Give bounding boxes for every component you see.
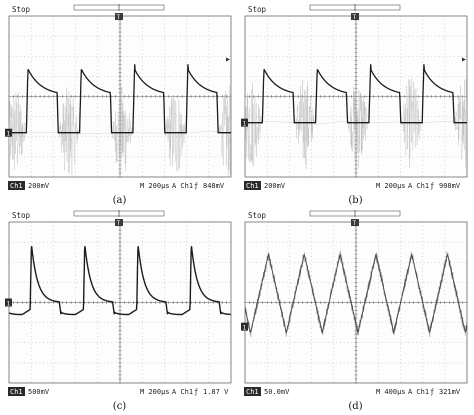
trigger-marker-letter: T [353, 14, 357, 21]
panel-label-c: (c) [112, 401, 127, 412]
svg-text:Ch1: Ch1 [10, 182, 23, 190]
trigger-source-text: A Ch1 [408, 182, 429, 190]
trigger-level-arrow [462, 57, 466, 62]
channel-badge: Ch1 [244, 181, 261, 190]
noise-burst-trace [8, 85, 232, 178]
timebase-text: M 200µs [140, 182, 170, 190]
noise-burst-group [8, 85, 232, 178]
signal-trace [244, 252, 468, 335]
trigger-marker-box [115, 219, 123, 226]
volts-div-text: 200mV [264, 182, 286, 190]
trigger-position-marker: T [115, 219, 123, 227]
ground-marker: 1 [5, 298, 12, 308]
trigger-source-text: A Ch1 [172, 182, 193, 190]
timebase-text: M 400µs [376, 388, 406, 396]
trigger-marker-box [351, 219, 359, 226]
status-text: Stop [248, 211, 267, 220]
channel-badge: Ch1 [8, 181, 25, 190]
graticule [8, 221, 232, 384]
trigger-slope-text: ƒ [430, 182, 434, 190]
trigger-marker-letter: T [117, 14, 121, 21]
signal-trace [245, 64, 467, 124]
volts-div-text: 200mV [28, 182, 50, 190]
signal-trace [9, 64, 231, 134]
panel-label-b: (b) [348, 195, 363, 206]
trigger-level-text: 1.87 V [203, 388, 229, 396]
trigger-position-marker: T [351, 219, 359, 227]
ground-marker: 1 [241, 322, 248, 332]
ground-marker-label: 1 [243, 325, 247, 332]
status-text: Stop [12, 5, 31, 14]
trigger-slope-text: ƒ [194, 388, 198, 396]
svg-text:Ch1: Ch1 [10, 388, 23, 396]
trigger-slope-text: ƒ [194, 182, 198, 190]
trigger-level-text: 848mV [203, 182, 225, 190]
ground-marker-label: 1 [243, 121, 247, 128]
trigger-source-text: A Ch1 [172, 388, 193, 396]
svg-text:Ch1: Ch1 [246, 182, 259, 190]
timebase-text: M 200µs [140, 388, 170, 396]
channel-badge: Ch1 [244, 387, 261, 396]
status-text: Stop [248, 5, 267, 14]
status-text: Stop [12, 211, 31, 220]
trigger-marker-letter: T [353, 220, 357, 227]
signal-trace [8, 246, 231, 316]
ground-marker-box [241, 118, 248, 127]
trigger-position-marker: T [115, 13, 123, 21]
trigger-level-text: 908mV [439, 182, 461, 190]
trigger-marker-box [115, 13, 123, 20]
panel-label-d: (d) [348, 401, 363, 412]
scope-screen-a: T1 Stop 200mV M 200µs A Ch1 ƒ 848mV Ch1 [5, 4, 232, 190]
graticule [244, 221, 468, 384]
trigger-level-text: 321mV [439, 388, 461, 396]
ground-marker-box [241, 322, 248, 331]
panel-label-a: (a) [112, 195, 127, 206]
trigger-marker-letter: T [117, 220, 121, 227]
trigger-level-arrow [226, 57, 230, 62]
volts-div-text: 500mV [28, 388, 50, 396]
volts-div-text: 50.0mV [264, 388, 290, 396]
trigger-source-text: A Ch1 [408, 388, 429, 396]
scope-drawing: T1 [5, 4, 232, 178]
scope-drawing: T1 [241, 210, 468, 384]
scope-screen-b: T1 Stop 200mV M 200µs A Ch1 ƒ 908mV Ch1 [241, 4, 468, 190]
scope-screen-c: T1 Stop 500mV M 200µs A Ch1 ƒ 1.87 V Ch1 [5, 210, 232, 396]
scope-drawing: T1 [241, 4, 468, 178]
ground-marker-box [5, 128, 12, 137]
ground-marker: 1 [241, 118, 248, 128]
svg-text:Ch1: Ch1 [246, 388, 259, 396]
channel-badge: Ch1 [8, 387, 25, 396]
ground-marker-box [5, 298, 12, 307]
noise-burst-trace [244, 77, 468, 169]
trigger-position-marker: T [351, 13, 359, 21]
scope-drawing: T1 [5, 210, 232, 384]
ground-marker: 1 [5, 128, 12, 138]
scope-screen-d: T1 Stop 50.0mV M 400µs A Ch1 ƒ 321mV Ch1 [241, 210, 468, 396]
trigger-slope-text: ƒ [430, 388, 434, 396]
ground-marker-label: 1 [7, 131, 11, 138]
trigger-marker-box [351, 13, 359, 20]
noise-burst-group [244, 77, 468, 169]
ground-marker-label: 1 [7, 301, 11, 308]
timebase-text: M 200µs [376, 182, 406, 190]
